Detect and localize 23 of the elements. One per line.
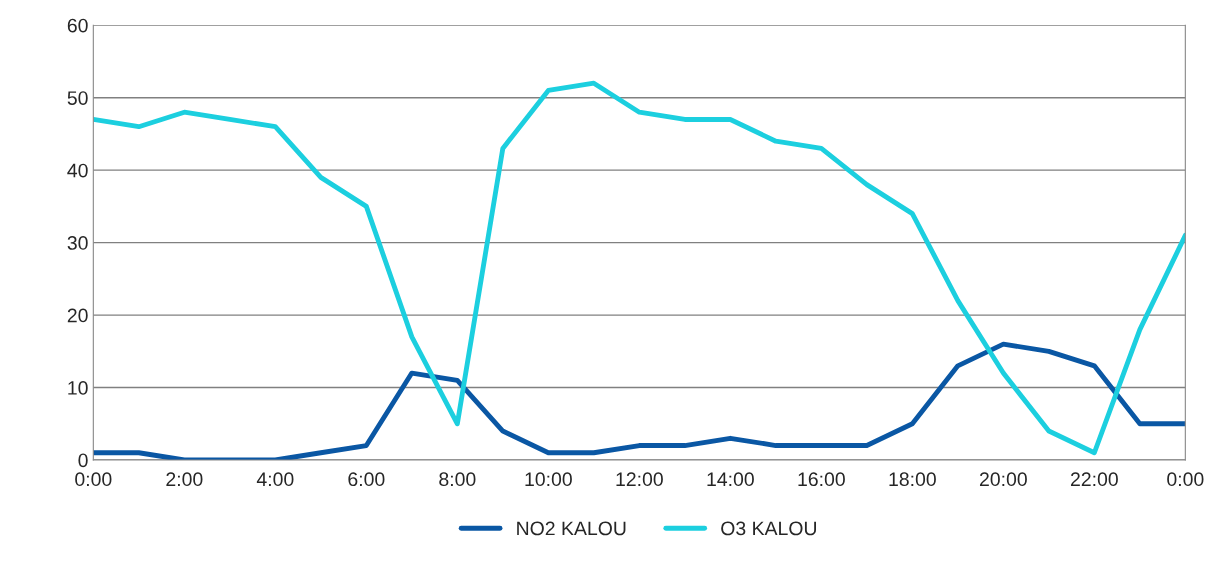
x-tick-label: 18:00 <box>889 472 936 487</box>
y-tick-label: 10 <box>68 381 88 395</box>
x-tick-label: 14:00 <box>707 472 754 487</box>
y-tick-label: 60 <box>67 18 88 33</box>
y-tick-label: 20 <box>67 308 88 323</box>
legend-label: NO2 KALOU <box>517 521 626 536</box>
legend-label: O3 KALOU <box>721 521 816 536</box>
x-tick-label: 4:00 <box>256 472 294 487</box>
y-tick-label: 0 <box>78 453 88 468</box>
x-tick-label: 0:00 <box>1167 472 1204 487</box>
y-tick-label: 30 <box>67 236 88 250</box>
x-tick-label: 16:00 <box>798 472 845 487</box>
x-tick-label: 12:00 <box>616 472 663 487</box>
y-tick-label: 50 <box>67 91 88 105</box>
line-series <box>93 80 1186 456</box>
x-tick-label: 0:00 <box>75 472 112 487</box>
x-tick-label: 22:00 <box>1070 472 1118 487</box>
x-tick-label: 2:00 <box>166 472 203 487</box>
x-tick-label: 10:00 <box>525 472 572 487</box>
x-tick-label: 8:00 <box>439 472 476 487</box>
y-tick-label: 40 <box>67 163 88 178</box>
x-tick-label: 6:00 <box>348 472 385 487</box>
x-tick-label: 20:00 <box>979 472 1027 487</box>
